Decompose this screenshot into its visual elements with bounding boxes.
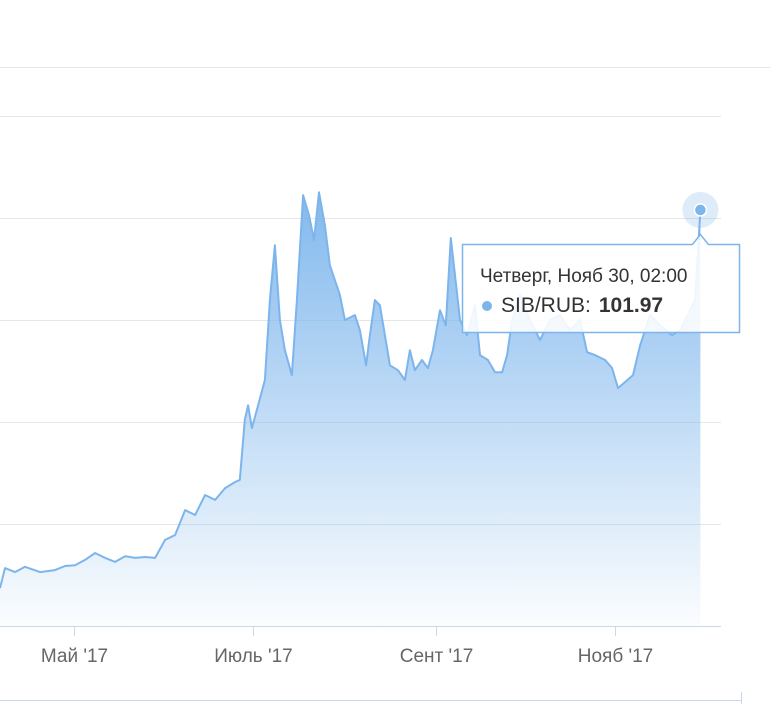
- x-tick-label: Июль '17: [214, 646, 293, 667]
- tooltip-marker: [482, 301, 492, 311]
- x-tick-label: Сент '17: [400, 646, 474, 667]
- tooltip-separator: :: [585, 294, 591, 317]
- x-axis: Май '17 Июль '17 Сент '17 Нояб '17: [0, 626, 721, 667]
- tooltip-line: SIB/RUB: 101.97: [501, 294, 663, 317]
- tooltip-header: Четверг, Нояб 30, 02:00: [480, 266, 687, 287]
- tooltip-value: 101.97: [599, 294, 663, 317]
- area-fill: [0, 192, 701, 627]
- tooltip-series-name: SIB/RUB: [501, 294, 585, 317]
- x-tick-label: Май '17: [41, 646, 108, 667]
- tooltip-box: [461, 233, 741, 334]
- hover-point: [693, 203, 708, 217]
- tooltip: Четверг, Нояб 30, 02:00 SIB/RUB: 101.97: [461, 191, 741, 334]
- x-tick-label: Нояб '17: [578, 646, 654, 667]
